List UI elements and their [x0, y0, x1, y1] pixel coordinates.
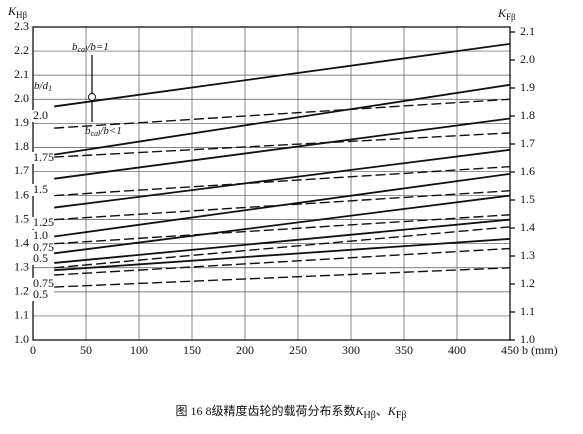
- y2-tick-label: 1.0: [520, 332, 535, 346]
- x-tick-label: 50: [80, 343, 92, 357]
- series-line: [54, 132, 511, 158]
- annotation-part: b: [72, 41, 78, 53]
- x-tick-label: 150: [183, 343, 201, 357]
- series-line: [54, 237, 511, 272]
- annotation-sub: 1: [48, 84, 52, 93]
- x-tick-label: 450: [501, 343, 519, 357]
- x-tick-label: 350: [395, 343, 413, 357]
- ratio-label: 0.5: [33, 287, 48, 301]
- y-tick-label: 1.8: [14, 139, 29, 153]
- y-tick-label: 2.3: [14, 19, 29, 33]
- caption: 图 16 8级精度齿轮的载荷分布系数KHβ、KFβ: [175, 403, 406, 422]
- series-line: [54, 117, 511, 180]
- series-line: [54, 190, 511, 221]
- label-bg: [32, 217, 54, 229]
- label-bg: [32, 230, 54, 242]
- y2-tick-label: 1.7: [520, 136, 535, 150]
- series-line: [54, 214, 511, 245]
- y-tick-label: 1.4: [14, 235, 29, 249]
- annotation-sub: cal: [78, 45, 89, 54]
- x-tick-label: 400: [448, 343, 466, 357]
- annotation-sub: cal: [91, 129, 102, 138]
- y-axis-title-sub: Hβ: [16, 10, 27, 20]
- y2-tick-label: 2.0: [520, 52, 535, 66]
- x-tick-label: 0: [30, 343, 36, 357]
- annotation: bcal/b=1: [72, 41, 109, 54]
- y-tick-label: 1.5: [14, 211, 29, 225]
- annotation-part: /b<1: [99, 125, 121, 137]
- y2-tick-label: 1.2: [520, 276, 535, 290]
- series-line: [54, 267, 511, 288]
- series-line: [54, 148, 511, 209]
- ratio-label: 1.25: [33, 215, 54, 229]
- y-tick-label: 2.0: [14, 91, 29, 105]
- ratio-label: 0.5: [33, 251, 48, 265]
- ratio-label: 1.5: [33, 182, 48, 196]
- series-line: [54, 165, 511, 197]
- x-tick-label: 100: [130, 343, 148, 357]
- y2-tick-label: 2.1: [520, 24, 535, 38]
- y-tick-label: 2.1: [14, 67, 29, 81]
- y-tick-label: 1.1: [14, 308, 29, 322]
- y2-tick-label: 1.1: [520, 304, 535, 318]
- annotation-part: /b=1: [86, 41, 108, 53]
- y2-axis-title-main: K: [497, 6, 507, 20]
- label-bg: [32, 184, 54, 196]
- y2-tick-label: 1.6: [520, 164, 535, 178]
- annotation: bcal/b<1: [85, 125, 122, 138]
- caption-text: 、: [376, 404, 388, 418]
- x-tick-label: 250: [289, 343, 307, 357]
- label-bg: [32, 289, 54, 301]
- ratio-label: 0.75: [33, 240, 54, 254]
- label-bg: [32, 110, 54, 122]
- y2-tick-label: 1.9: [520, 80, 535, 94]
- ratio-label: 1.0: [33, 228, 48, 242]
- y2-tick-label: 1.5: [520, 192, 535, 206]
- ratio-label: 2.0: [33, 108, 48, 122]
- series-line: [54, 83, 511, 156]
- series-line: [54, 218, 511, 264]
- series-line: [54, 247, 511, 276]
- y2-tick-label: 1.4: [520, 220, 535, 234]
- y2-tick-label: 1.8: [520, 108, 535, 122]
- caption-sub: Hβ: [364, 410, 376, 421]
- y-axis-title-main: K: [7, 4, 17, 18]
- y-tick-label: 2.2: [14, 43, 29, 57]
- caption-sub: Fβ: [396, 410, 407, 421]
- caption-text: 图 16 8级精度齿轮的载荷分布系数: [175, 403, 355, 418]
- y-axis-title: KHβ: [7, 4, 28, 20]
- label-bg: [32, 152, 54, 164]
- marker-point: [88, 93, 96, 101]
- x-tick-label: 300: [342, 343, 360, 357]
- annotation-part: b/d: [34, 80, 49, 92]
- series-line: [54, 98, 511, 129]
- label-bg: [32, 253, 54, 265]
- plot-frame: [32, 26, 511, 341]
- y-tick-label: 1.0: [14, 332, 29, 346]
- x-tick-label: 200: [236, 343, 254, 357]
- series-line: [54, 226, 511, 269]
- ratio-label: 0.75: [33, 276, 54, 290]
- caption-k: K: [355, 404, 365, 418]
- series-line: [54, 194, 511, 255]
- annotation-part: b: [85, 125, 91, 137]
- y2-axis-title-sub: Fβ: [506, 12, 516, 22]
- y-tick-label: 1.9: [14, 115, 29, 129]
- y-tick-label: 1.7: [14, 163, 29, 177]
- annotation: b/d1: [34, 80, 52, 93]
- y-tick-label: 1.3: [14, 260, 29, 274]
- ratio-label: 1.75: [33, 150, 54, 164]
- series-line: [54, 42, 511, 108]
- y2-axis-title: KFβ: [497, 6, 516, 22]
- label-bg: [32, 242, 54, 254]
- x-axis-title: b (mm): [522, 343, 558, 357]
- label-bg: [32, 278, 54, 290]
- y-tick-label: 1.6: [14, 187, 29, 201]
- y2-tick-label: 1.3: [520, 248, 535, 262]
- y-tick-label: 1.2: [14, 284, 29, 298]
- caption-k: K: [387, 404, 397, 418]
